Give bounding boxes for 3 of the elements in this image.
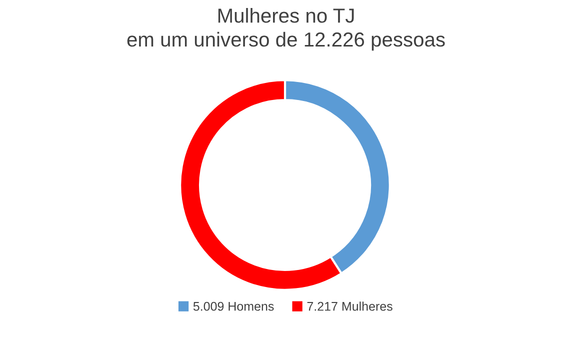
legend-label: 5.009 Homens [193, 302, 274, 311]
chart-title: Mulheres no TJ em um universo de 12.226 pessoas [127, 8, 445, 51]
legend-label: 7.217 Mulheres [307, 302, 392, 311]
